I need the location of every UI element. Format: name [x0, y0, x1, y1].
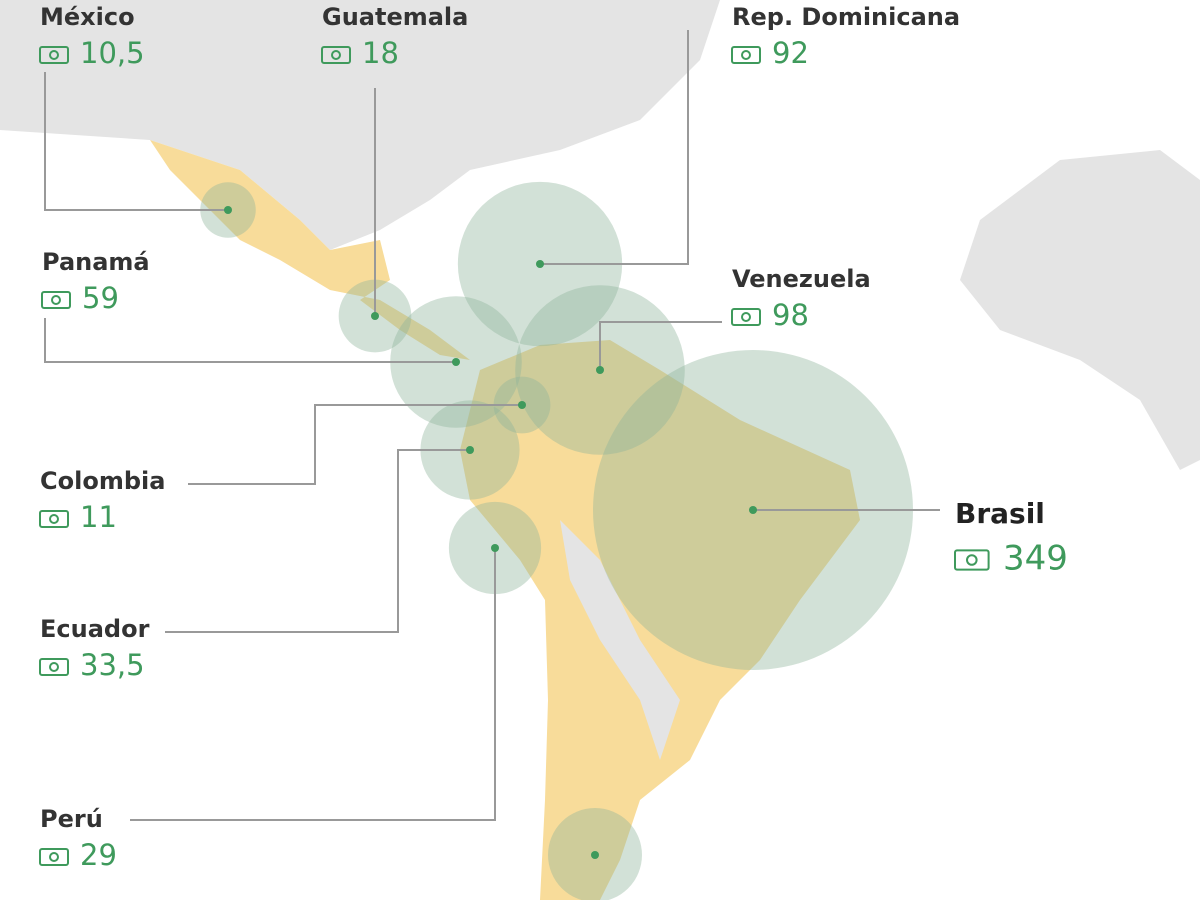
country-label: Guatemala 18: [321, 3, 468, 70]
country-value: 10,5: [80, 36, 145, 70]
money-icon-dot: [331, 50, 341, 60]
leader-line: [540, 30, 689, 265]
bubble-dot: [491, 544, 499, 552]
country-label: Perú 29: [39, 805, 117, 872]
leader-line: [599, 321, 722, 370]
country-name: Rep. Dominicana: [732, 3, 960, 31]
money-icon: [39, 848, 69, 866]
leaders: [44, 30, 940, 821]
money-icon: [731, 308, 761, 326]
north-america: [0, 0, 720, 250]
bubble-dot: [596, 366, 604, 374]
labels: México 10,5 Guatemala 18 Rep. Dominicana 92 Pa…: [39, 3, 1068, 872]
bubble-dot: [591, 851, 599, 859]
africa: [960, 150, 1200, 470]
money-icon-dot: [51, 295, 61, 305]
leader-line: [130, 548, 496, 821]
country-name: Guatemala: [322, 3, 468, 31]
bubble-dot: [749, 506, 757, 514]
country-value: 18: [362, 36, 399, 70]
country-label: Venezuela 98: [731, 265, 871, 332]
leader-line: [44, 72, 228, 211]
country-label: Ecuador 33,5: [39, 615, 150, 682]
money-icon: [39, 658, 69, 676]
country-label: México 10,5: [39, 3, 145, 70]
country-value: 92: [772, 36, 809, 70]
money-icon: [321, 46, 351, 64]
money-icon: [39, 510, 69, 528]
country-label: Colombia 11: [39, 467, 165, 534]
leader-line: [44, 318, 456, 363]
south-america: [460, 340, 860, 900]
country-label: Panamá 59: [41, 248, 150, 315]
money-icon: [41, 291, 71, 309]
country-value: 349: [1003, 539, 1068, 579]
leader-line: [188, 404, 522, 485]
country-name: Panamá: [42, 248, 150, 276]
country-value: 11: [80, 500, 117, 534]
bubble-dot: [536, 260, 544, 268]
country-name: México: [40, 3, 135, 31]
mexico-central-america: [150, 140, 470, 360]
country-value: 29: [80, 838, 117, 872]
bubble-dot: [452, 358, 460, 366]
country-name: Ecuador: [40, 615, 150, 643]
country-value: 33,5: [80, 648, 145, 682]
country-label: Brasil 349: [954, 497, 1068, 579]
country-label: Rep. Dominicana 92: [731, 3, 960, 70]
country-name: Brasil: [955, 497, 1045, 530]
money-icon-dot: [741, 312, 751, 322]
bubble-dot: [371, 312, 379, 320]
leader-line: [165, 449, 470, 633]
money-icon: [731, 46, 761, 64]
money-icon: [39, 46, 69, 64]
money-icon-dot: [49, 50, 59, 60]
country-name: Perú: [40, 805, 103, 833]
texts: México 10,5 Guatemala 18 Rep. Dominicana 92 Pa…: [39, 3, 1068, 872]
bubble-dot: [518, 401, 526, 409]
money-icon-dot: [966, 554, 978, 566]
country-name: Colombia: [40, 467, 165, 495]
country-value: 59: [82, 281, 119, 315]
bubble-dot: [466, 446, 474, 454]
money-icon-dot: [49, 514, 59, 524]
bubble-dot: [224, 206, 232, 214]
money-icon-dot: [49, 852, 59, 862]
money-icon-dot: [49, 662, 59, 672]
money-icon: [954, 549, 990, 571]
country-name: Venezuela: [732, 265, 871, 293]
money-icon-dot: [741, 50, 751, 60]
country-value: 98: [772, 298, 809, 332]
bolivia-paraguay: [560, 520, 680, 760]
